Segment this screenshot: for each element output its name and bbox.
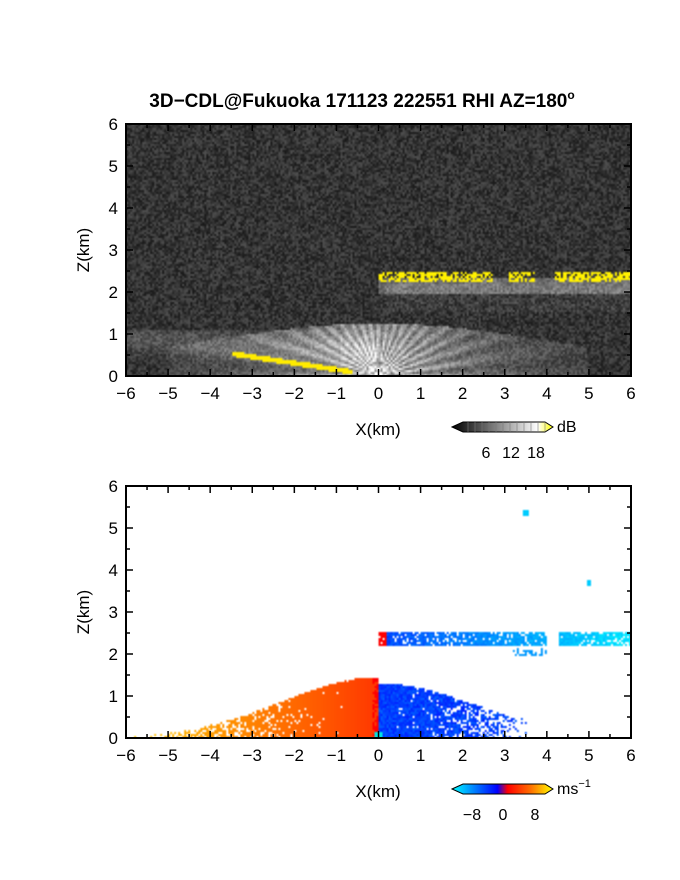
y-tick-label: 2 bbox=[109, 283, 118, 302]
x-tick-label: −3 bbox=[243, 384, 262, 403]
y-tick-label: 1 bbox=[109, 325, 118, 344]
velocity-colorbar-tick-8: 8 bbox=[531, 807, 540, 824]
velocity-xlabel: X(km) bbox=[355, 782, 400, 801]
x-tick-label: 2 bbox=[458, 384, 467, 403]
snr-colorbar-bar bbox=[450, 421, 554, 433]
y-tick-label: 0 bbox=[109, 367, 118, 386]
x-tick-label: −3 bbox=[243, 746, 262, 765]
snr-ytick-labels: 0 1 2 3 4 5 6 bbox=[109, 115, 118, 386]
y-tick-label: 1 bbox=[109, 687, 118, 706]
x-tick-label: −5 bbox=[158, 384, 177, 403]
velocity-heatmap bbox=[126, 486, 631, 738]
x-tick-label: 0 bbox=[374, 746, 383, 765]
x-tick-label: 5 bbox=[584, 384, 593, 403]
x-tick-label: −1 bbox=[327, 384, 346, 403]
y-tick-label: 5 bbox=[109, 157, 118, 176]
x-tick-label: −6 bbox=[116, 746, 135, 765]
y-tick-label: 6 bbox=[109, 115, 118, 134]
y-tick-label: 3 bbox=[109, 241, 118, 260]
snr-colorbar: dB 6 12 18 bbox=[450, 419, 577, 462]
velocity-ylabel: Z(km) bbox=[74, 590, 93, 634]
snr-colorbar-tick-6: 6 bbox=[482, 445, 491, 462]
y-tick-label: 5 bbox=[109, 519, 118, 538]
snr-colorbar-ticks bbox=[467, 422, 546, 432]
x-tick-label: −4 bbox=[200, 384, 219, 403]
y-tick-label: 3 bbox=[109, 603, 118, 622]
snr-ylabel: Z(km) bbox=[74, 228, 93, 272]
y-tick-label: 6 bbox=[109, 477, 118, 496]
velocity-colorbar: ms−1 −8 0 8 bbox=[450, 778, 591, 824]
snr-colorbar-tick-18: 18 bbox=[527, 445, 545, 462]
snr-xlabel: X(km) bbox=[355, 420, 400, 439]
velocity-ytick-labels: 0 1 2 3 4 5 6 bbox=[109, 477, 118, 748]
snr-ticks bbox=[125, 123, 632, 377]
x-tick-label: 2 bbox=[458, 746, 467, 765]
velocity-xtick-labels: −6 −5 −4 −3 −2 −1 0 1 2 3 4 5 6 bbox=[116, 746, 635, 765]
x-tick-label: −2 bbox=[285, 746, 304, 765]
y-tick-label: 0 bbox=[109, 729, 118, 748]
snr-colorbar-tick-12: 12 bbox=[502, 445, 520, 462]
velocity-colorbar-tick-0: 0 bbox=[499, 807, 508, 824]
x-tick-label: 6 bbox=[626, 384, 635, 403]
velocity-colorbar-unit: ms−1 bbox=[557, 778, 591, 798]
x-tick-label: 1 bbox=[416, 746, 425, 765]
x-tick-label: 0 bbox=[374, 384, 383, 403]
velocity-colorbar-tick-neg8: −8 bbox=[463, 807, 481, 824]
velocity-colorbar-bar bbox=[450, 783, 554, 795]
x-tick-label: −6 bbox=[116, 384, 135, 403]
y-tick-label: 2 bbox=[109, 645, 118, 664]
y-tick-label: 4 bbox=[109, 199, 118, 218]
velocity-ticks bbox=[125, 485, 632, 739]
x-tick-label: −5 bbox=[158, 746, 177, 765]
x-tick-label: 5 bbox=[584, 746, 593, 765]
snr-xtick-labels: −6 −5 −4 −3 −2 −1 0 1 2 3 4 5 6 bbox=[116, 384, 635, 403]
snr-colorbar-unit: dB bbox=[557, 419, 577, 436]
x-tick-label: 1 bbox=[416, 384, 425, 403]
x-tick-label: 4 bbox=[542, 746, 551, 765]
y-tick-label: 4 bbox=[109, 561, 118, 580]
x-tick-label: −4 bbox=[200, 746, 219, 765]
snr-heatmap bbox=[126, 124, 631, 376]
x-tick-label: −1 bbox=[327, 746, 346, 765]
chart-title: 3D−CDL@Fukuoka 171123 222551 RHI AZ=180o bbox=[149, 88, 574, 112]
x-tick-label: −2 bbox=[285, 384, 304, 403]
x-tick-label: 4 bbox=[542, 384, 551, 403]
x-tick-label: 3 bbox=[500, 746, 509, 765]
x-tick-label: 3 bbox=[500, 384, 509, 403]
x-tick-label: 6 bbox=[626, 746, 635, 765]
